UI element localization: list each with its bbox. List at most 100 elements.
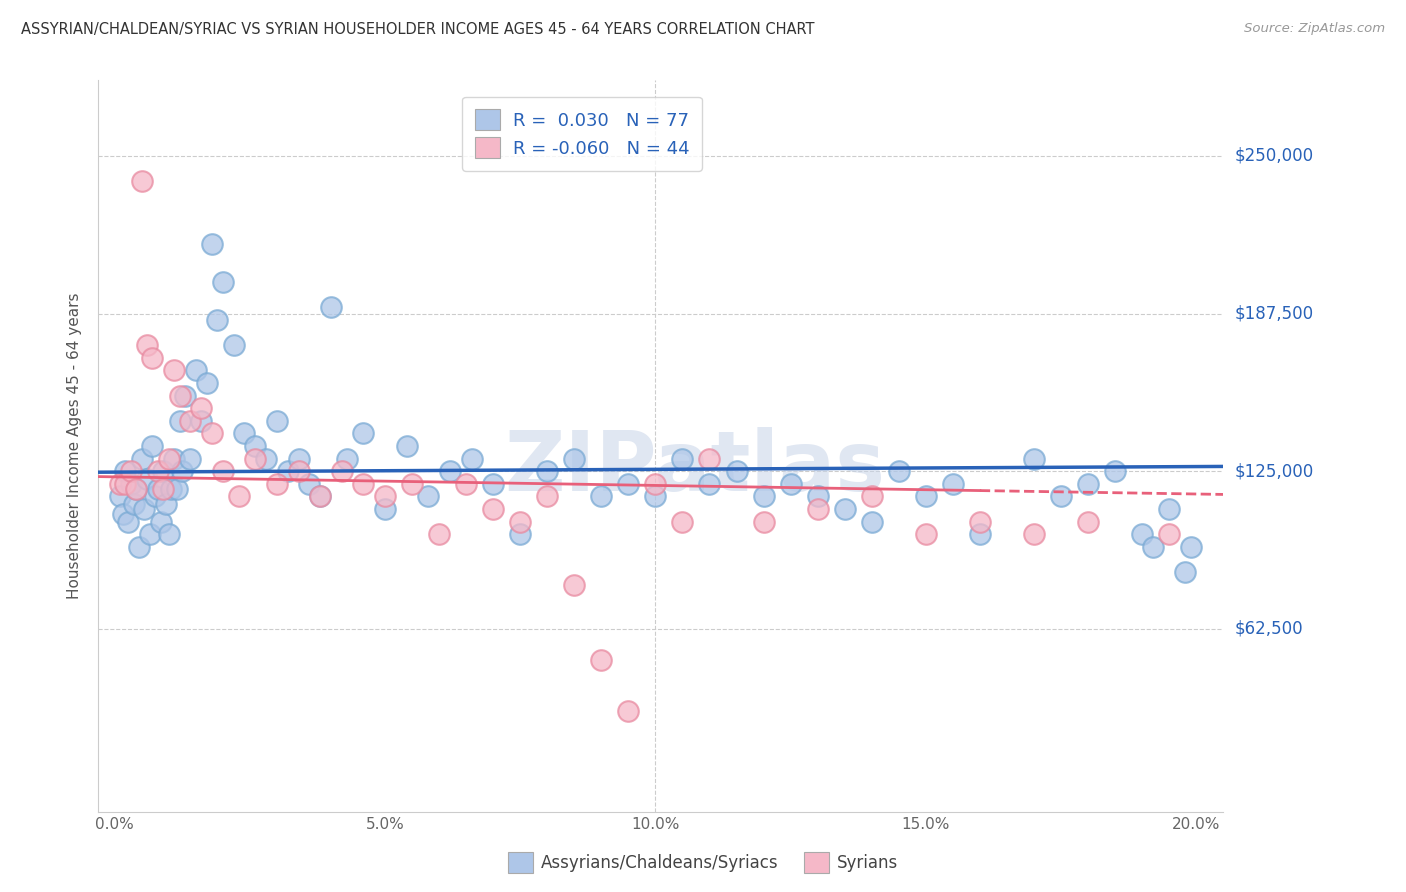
Point — [860, 515, 883, 529]
Point — [190, 414, 212, 428]
Point — [536, 490, 558, 504]
Point — [591, 653, 613, 667]
Point — [1022, 527, 1045, 541]
Text: ASSYRIAN/CHALDEAN/SYRIAC VS SYRIAN HOUSEHOLDER INCOME AGES 45 - 64 YEARS CORRELA: ASSYRIAN/CHALDEAN/SYRIAC VS SYRIAN HOUSE… — [21, 22, 814, 37]
Point — [1050, 490, 1073, 504]
Point — [509, 515, 531, 529]
Point — [427, 527, 450, 541]
Point — [114, 476, 136, 491]
Point — [179, 414, 201, 428]
Point — [969, 515, 991, 529]
Point — [108, 490, 131, 504]
Point — [309, 490, 332, 504]
Point — [169, 414, 191, 428]
Point — [336, 451, 359, 466]
Point — [482, 502, 505, 516]
Point — [330, 464, 353, 478]
Point — [287, 451, 309, 466]
Point — [617, 704, 640, 718]
Point — [122, 497, 145, 511]
Point — [1077, 476, 1099, 491]
Point — [155, 497, 177, 511]
Point — [644, 490, 666, 504]
Point — [131, 451, 153, 466]
Point — [125, 482, 148, 496]
Point — [834, 502, 856, 516]
Point — [131, 174, 153, 188]
Point — [482, 476, 505, 491]
Point — [172, 464, 194, 478]
Point — [141, 351, 163, 365]
Text: $187,500: $187,500 — [1234, 304, 1313, 323]
Point — [1174, 565, 1197, 579]
Point — [152, 464, 174, 478]
Point — [222, 338, 245, 352]
Point — [1130, 527, 1153, 541]
Point — [319, 300, 342, 314]
Point — [591, 490, 613, 504]
Point — [141, 439, 163, 453]
Point — [149, 515, 172, 529]
Point — [277, 464, 299, 478]
Point — [201, 426, 224, 441]
Point — [352, 426, 374, 441]
Point — [942, 476, 965, 491]
Point — [536, 464, 558, 478]
Point — [266, 476, 288, 491]
Point — [969, 527, 991, 541]
Point — [139, 527, 162, 541]
Point — [309, 490, 332, 504]
Point — [157, 451, 180, 466]
Point — [228, 490, 250, 504]
Point — [174, 388, 197, 402]
Point — [160, 482, 183, 496]
Point — [207, 313, 229, 327]
Point — [120, 464, 142, 478]
Point — [163, 363, 186, 377]
Point — [418, 490, 440, 504]
Point — [266, 414, 288, 428]
Point — [887, 464, 910, 478]
Point — [374, 502, 396, 516]
Point — [298, 476, 321, 491]
Point — [1142, 540, 1164, 554]
Point — [456, 476, 478, 491]
Point — [401, 476, 423, 491]
Point — [134, 502, 156, 516]
Point — [125, 482, 148, 496]
Point — [117, 515, 139, 529]
Point — [352, 476, 374, 491]
Point — [914, 527, 936, 541]
Text: ZIPatlas: ZIPatlas — [505, 427, 884, 508]
Point — [111, 507, 134, 521]
Point — [807, 502, 830, 516]
Point — [671, 451, 693, 466]
Y-axis label: Householder Income Ages 45 - 64 years: Householder Income Ages 45 - 64 years — [67, 293, 83, 599]
Point — [752, 490, 775, 504]
Point — [166, 482, 188, 496]
Point — [136, 472, 159, 486]
Point — [254, 451, 277, 466]
Point — [395, 439, 418, 453]
Point — [128, 540, 150, 554]
Point — [233, 426, 256, 441]
Text: $250,000: $250,000 — [1234, 147, 1313, 165]
Point — [201, 237, 224, 252]
Point — [752, 515, 775, 529]
Point — [120, 476, 142, 491]
Point — [245, 439, 267, 453]
Point — [374, 490, 396, 504]
Point — [157, 527, 180, 541]
Point — [1077, 515, 1099, 529]
Point — [287, 464, 309, 478]
Point — [1180, 540, 1202, 554]
Legend: R =  0.030   N = 77, R = -0.060   N = 44: R = 0.030 N = 77, R = -0.060 N = 44 — [463, 96, 702, 171]
Point — [146, 464, 169, 478]
Point — [1159, 527, 1181, 541]
Point — [245, 451, 267, 466]
Point — [644, 476, 666, 491]
Point — [699, 451, 721, 466]
Point — [439, 464, 461, 478]
Point — [179, 451, 201, 466]
Point — [114, 464, 136, 478]
